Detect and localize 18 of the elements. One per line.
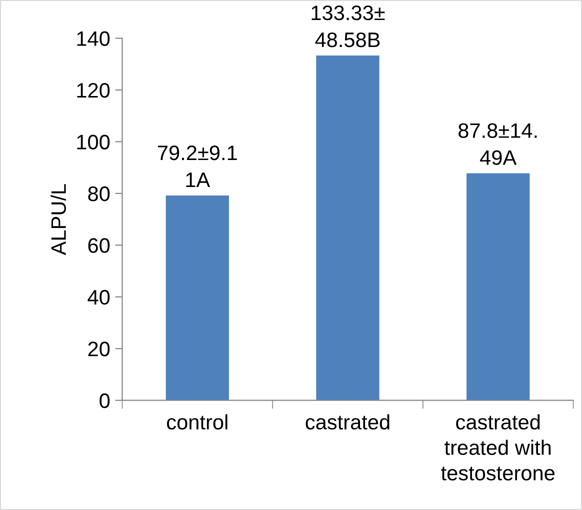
y-tick-label: 60: [88, 238, 110, 253]
x-tick-label: castrated treated with testosterone: [441, 414, 554, 480]
y-tick-label: 140: [77, 31, 110, 46]
bar: [166, 196, 229, 400]
y-tick-label: 100: [77, 134, 110, 150]
bar: [316, 56, 380, 400]
x-tick-label: castrated: [306, 414, 390, 430]
y-axis-title: ALPU/L: [50, 184, 66, 256]
data-label: 133.33± 48.58B: [312, 5, 385, 48]
y-tick-label: 80: [88, 186, 110, 202]
x-tick-label: control: [167, 414, 228, 430]
y-tick-label: 40: [88, 290, 110, 305]
bar: [466, 173, 530, 400]
data-label: 87.8±14. 49A: [458, 123, 537, 165]
y-tick-label: 20: [88, 342, 110, 356]
y-tick-label: 0: [100, 393, 110, 408]
data-label: 79.2±9.1 1A: [158, 146, 237, 188]
y-tick-label: 120: [77, 82, 110, 98]
